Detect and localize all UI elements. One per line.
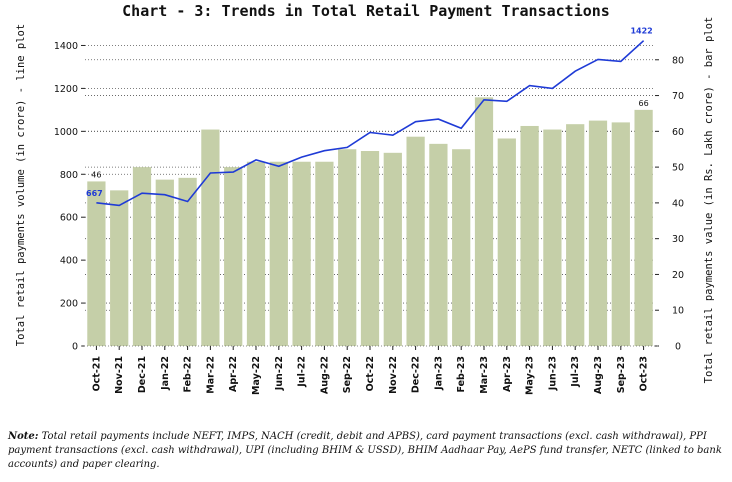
- x-tick-label-Jul-23: Jul-23: [570, 356, 581, 388]
- bar-Sep-22: [338, 149, 357, 346]
- line-data-label-3: 1422: [630, 27, 652, 36]
- right-tick-label-1: 10: [672, 306, 684, 317]
- bar-Jan-22: [155, 179, 174, 346]
- x-tick-label-Apr-22: Apr-22: [228, 356, 239, 392]
- x-tick-label-Apr-23: Apr-23: [502, 356, 513, 392]
- x-tick-label-Jan-22: Jan-22: [160, 356, 171, 391]
- bar-Jul-22: [292, 161, 311, 346]
- bar-Nov-22: [383, 152, 402, 346]
- chart-svg: 0 200 400 600 800 1000 1200 1400 0 10 20 30 40 50 60 70…: [15, 17, 715, 395]
- bar-Oct-22: [360, 151, 380, 346]
- x-tick-label-Aug-22: Aug-22: [319, 356, 330, 394]
- x-tick-label-Dec-21: Dec-21: [137, 356, 148, 393]
- x-tick-label-Nov-21: Nov-21: [114, 356, 125, 394]
- bar-Feb-22: [178, 177, 197, 346]
- x-tick-label-Mar-22: Mar-22: [205, 356, 216, 394]
- bar-Dec-21: [132, 167, 152, 346]
- right-tick-label-2: 20: [672, 270, 684, 281]
- bar-Jun-22: [269, 161, 288, 346]
- right-tick-label-4: 40: [672, 198, 684, 209]
- bar-May-22: [246, 161, 266, 346]
- x-tick-label-Sep-23: Sep-23: [616, 356, 627, 393]
- bar-Nov-21: [110, 190, 129, 346]
- bar-Jun-23: [543, 129, 562, 346]
- left-tick-label-1: 200: [60, 299, 78, 310]
- bar-Oct-23: [634, 109, 653, 346]
- bar-Feb-23: [452, 149, 471, 346]
- bar-Dec-22: [406, 136, 425, 346]
- bar-Aug-23: [588, 120, 608, 346]
- x-tick-label-Oct-23: Oct-23: [639, 356, 650, 391]
- x-tick-label-Nov-22: Nov-22: [388, 356, 399, 394]
- bar-Jul-23: [566, 124, 585, 346]
- left-tick-label-7: 1400: [54, 41, 78, 52]
- left-tick-label-3: 600: [60, 213, 78, 224]
- bar-Oct-21: [87, 181, 106, 346]
- left-tick-label-5: 1000: [54, 127, 78, 138]
- bar-data-label-1: 66: [639, 99, 649, 108]
- chart-container: Chart - 3: Trends in Total Retail Paymen…: [15, 2, 715, 395]
- x-tick-label-May-23: May-23: [525, 356, 536, 395]
- bar-Apr-22: [224, 167, 243, 346]
- left-tick-label-2: 400: [60, 256, 78, 267]
- bar-data-label-0: 46: [91, 170, 101, 179]
- x-tick-label-Aug-23: Aug-23: [593, 356, 604, 394]
- right-axis-label: Total retail payments value (in Rs. Lakh…: [703, 17, 715, 384]
- left-tick-label-0: 0: [72, 342, 78, 353]
- right-tick-label-0: 0: [675, 342, 681, 353]
- x-tick-label-Dec-22: Dec-22: [411, 356, 422, 393]
- bar-Mar-22: [201, 129, 220, 346]
- right-tick-label-5: 50: [672, 163, 684, 174]
- left-tick-label-4: 800: [60, 170, 78, 181]
- right-tick-label-6: 60: [672, 127, 684, 138]
- chart-note: Note: Total retail payments include NEFT…: [8, 430, 724, 472]
- bar-Apr-23: [497, 138, 516, 346]
- left-axis-label: Total retail payments volume (in crore) …: [15, 24, 27, 346]
- bar-May-23: [520, 125, 539, 346]
- line-data-label-2: 667: [86, 189, 103, 198]
- x-tick-label-Feb-22: Feb-22: [183, 356, 194, 393]
- chart-title: Chart - 3: Trends in Total Retail Paymen…: [122, 2, 610, 20]
- note-text: Total retail payments include NEFT, IMPS…: [8, 431, 722, 470]
- left-tick-label-6: 1200: [54, 84, 78, 95]
- x-tick-label-Feb-23: Feb-23: [456, 356, 467, 393]
- x-tick-label-Jul-22: Jul-22: [297, 356, 308, 388]
- x-tick-label-Jun-22: Jun-22: [274, 356, 285, 391]
- bar-Jan-23: [429, 143, 448, 346]
- bar-Sep-23: [611, 122, 630, 346]
- right-tick-label-7: 70: [672, 91, 684, 102]
- bar-Aug-22: [315, 161, 334, 346]
- x-tick-label-May-22: May-22: [251, 356, 262, 395]
- x-tick-label-Oct-21: Oct-21: [91, 356, 102, 391]
- x-tick-label-Sep-22: Sep-22: [342, 356, 353, 393]
- x-tick-label-Oct-22: Oct-22: [365, 356, 376, 391]
- right-tick-label-3: 30: [672, 234, 684, 245]
- bar-Mar-23: [474, 97, 494, 346]
- right-tick-label-8: 80: [672, 55, 684, 66]
- x-tick-label-Jun-23: Jun-23: [547, 356, 558, 391]
- x-tick-label-Mar-23: Mar-23: [479, 356, 490, 394]
- note-prefix: Note:: [8, 431, 39, 442]
- x-tick-label-Jan-23: Jan-23: [433, 356, 444, 391]
